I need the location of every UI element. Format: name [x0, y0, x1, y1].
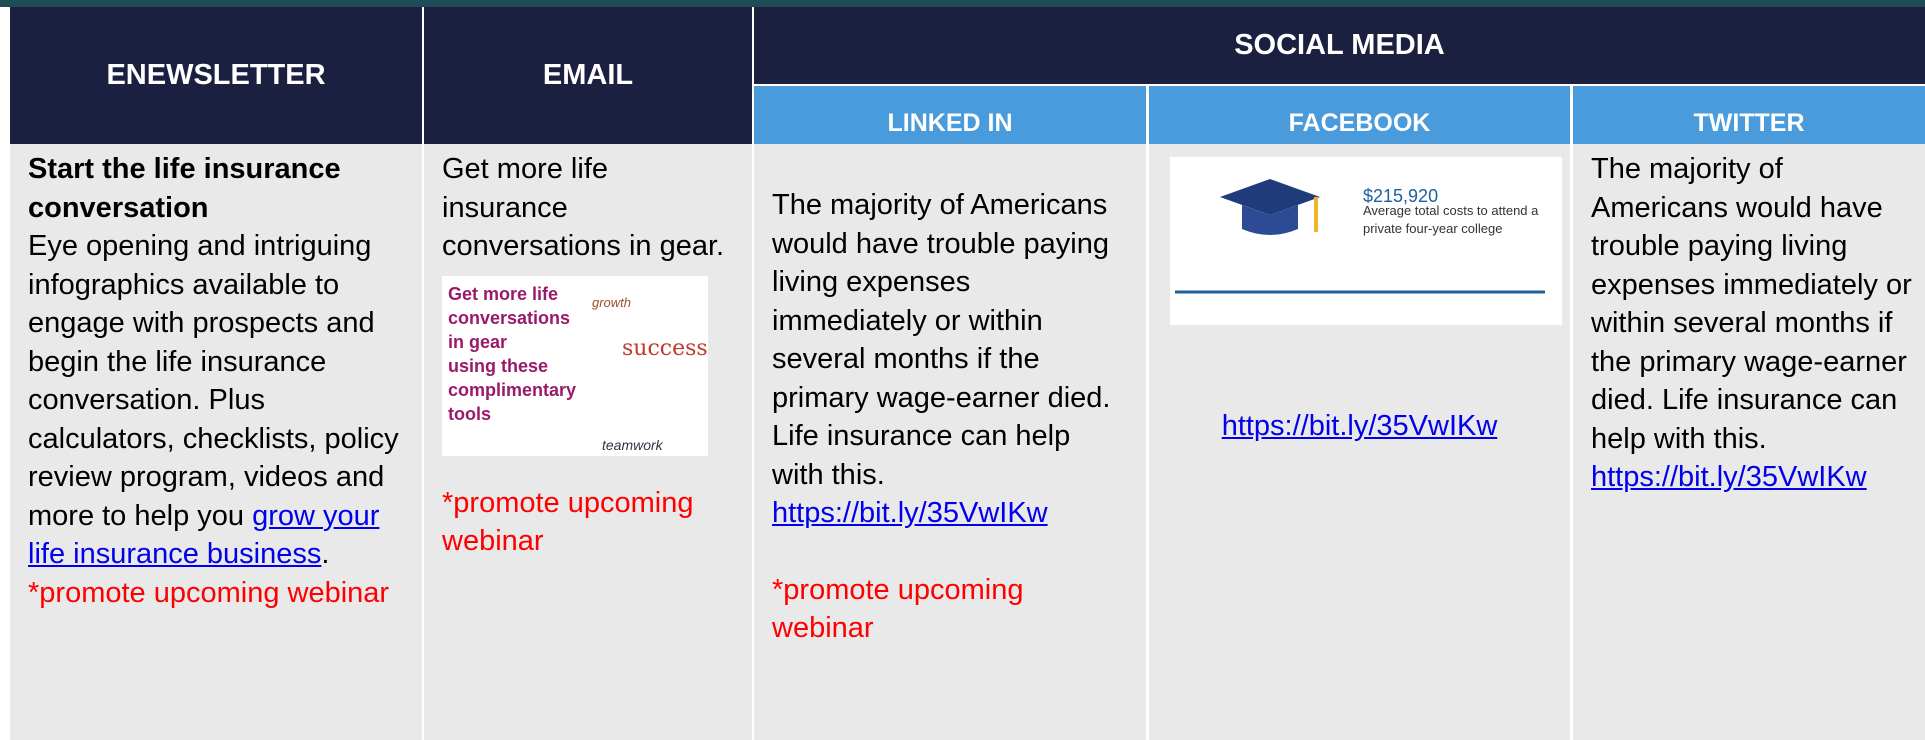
cell-body: The majority of Americans would have tro… — [1591, 153, 1912, 455]
enewsletter-cell: Start the life insurance conversation Ey… — [10, 144, 422, 740]
twitter-cell: The majority of Americans would have tro… — [1573, 144, 1925, 740]
promo-text: *promote upcoming webinar — [772, 573, 1024, 645]
link[interactable]: grow your life insurance business — [28, 499, 380, 571]
linkedin-cell: The majority of Americans would have tro… — [754, 144, 1146, 740]
body-text: Eye opening and intriguing infographics … — [28, 230, 399, 532]
email-cell: Get more life insurance conversations in… — [424, 144, 752, 740]
promo-text: *promote upcoming webinar — [442, 486, 694, 558]
link[interactable]: https://bit.ly/35VwIKw — [772, 497, 1048, 529]
cell-body: Eye opening and intriguing infographics … — [28, 227, 404, 574]
image-line: complimentary — [448, 379, 577, 400]
link[interactable]: https://bit.ly/35VwIKw — [1221, 410, 1498, 442]
header-text: SOCIAL MEDIA — [1234, 29, 1445, 61]
promo-text: *promote upcoming webinar — [28, 576, 390, 609]
subheader-text: LINKED IN — [887, 109, 1013, 137]
cell-body: The majority of Americans would have tro… — [772, 189, 1111, 491]
image-word: teamwork — [602, 436, 663, 453]
header-cell: EMAIL — [424, 7, 752, 144]
image-text: Get more life conversations in gear using t… — [448, 282, 576, 426]
image-amount: $215,920 — [1363, 186, 1439, 206]
header-cell: ENEWSLETTER — [10, 7, 422, 144]
email-image: Get more life conversations in gear using t… — [442, 275, 708, 456]
cell-body: Get more life insurance conversations in… — [442, 153, 725, 262]
image-line: Get more life — [448, 283, 559, 304]
image-line: conversations — [448, 307, 571, 328]
image-line: tools — [448, 403, 491, 424]
image-line: in gear — [448, 331, 508, 352]
subheader-cell: TWITTER — [1573, 86, 1925, 144]
image-line: using these — [448, 355, 549, 376]
image-caption: Average total costs to attend a private … — [1363, 203, 1539, 236]
link-row: https://bit.ly/35VwIKw — [1167, 407, 1552, 446]
header-cell: SOCIAL MEDIA — [754, 7, 1925, 84]
subheader-cell: LINKED IN — [754, 86, 1146, 144]
link[interactable]: https://bit.ly/35VwIKw — [1591, 461, 1867, 493]
cell-title: Start the life insurance conversation — [28, 153, 341, 224]
punctuation: . — [321, 538, 330, 570]
image-graphic — [1175, 179, 1545, 294]
facebook-cell: $215,920 Average total costs to attend a… — [1149, 144, 1570, 740]
facebook-image: $215,920 Average total costs to attend a… — [1170, 157, 1562, 325]
subheader-text: FACEBOOK — [1288, 109, 1431, 137]
image-word: success — [622, 335, 708, 361]
header-text: ENEWSLETTER — [106, 59, 326, 91]
left-margin — [0, 7, 10, 740]
subheader-cell: FACEBOOK — [1149, 86, 1570, 144]
top-band — [0, 0, 1925, 7]
subheader-text: TWITTER — [1693, 109, 1805, 137]
header-text: EMAIL — [542, 59, 634, 91]
image-word: growth — [592, 294, 632, 310]
